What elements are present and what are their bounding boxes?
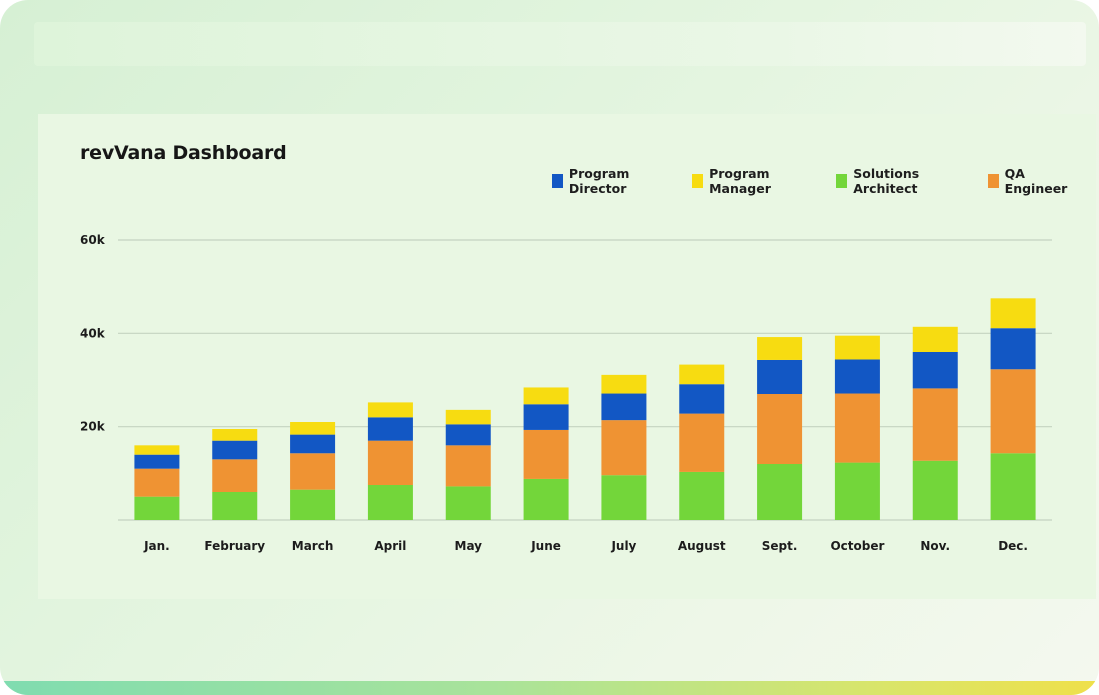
legend-item-solutions-architect[interactable]: Solutions Architect [836,166,975,196]
bar-segment-program-manager [290,422,336,435]
x-tick-label: August [678,539,726,553]
bar-segment-solutions-architect [367,485,413,520]
bar-segment-program-director [601,393,647,421]
bar-segment-program-director [523,404,569,430]
bar-segment-program-director [134,454,180,469]
bar-segment-qa-engineer [367,440,413,485]
bottom-accent-bar [0,681,1099,695]
bar-segment-program-director [367,417,413,441]
bar-segment-program-director [445,424,491,446]
legend-label-solutions-architect: Solutions Architect [853,166,920,196]
bar-segment-solutions-architect [290,489,336,520]
y-tick-label: 20k [80,420,106,434]
legend-label-qa-engineer: QA Engineer [1004,166,1068,196]
legend-swatch-program-director [552,174,563,188]
x-tick-label: April [374,539,406,553]
legend-label-program-director: Program Director [568,166,630,196]
bar-segment-program-director [912,352,958,389]
y-tick-label: 60k [80,233,106,247]
bar-segment-program-manager [990,298,1036,329]
bar-segment-qa-engineer [990,369,1036,454]
legend-item-program-director[interactable]: Program Director [552,166,680,196]
bar-segment-solutions-architect [834,462,880,520]
x-tick-label: Nov. [920,539,950,553]
bar-segment-qa-engineer [134,468,180,497]
bar-segment-program-manager [367,402,413,418]
chart-title: revVana Dashboard [80,142,287,164]
x-tick-label: February [204,539,265,553]
header-strip [34,22,1086,66]
bar-segment-program-director [679,384,725,414]
bar-segment-program-manager [757,337,803,360]
bar-segment-program-manager [912,326,958,352]
bar-segment-program-director [212,440,258,460]
bar-segment-qa-engineer [212,459,258,492]
bar-segment-solutions-architect [990,453,1036,520]
x-tick-label: Jan. [143,539,170,553]
bar-segment-solutions-architect [679,471,725,520]
x-tick-label: July [610,539,636,553]
bar-segment-program-manager [445,409,491,425]
bar-segment-program-director [990,328,1036,370]
legend-swatch-solutions-architect [836,174,848,188]
bar-segment-qa-engineer [757,394,803,464]
bar-segment-program-director [757,359,803,394]
bar-segment-solutions-architect [212,492,258,520]
bar-segment-program-manager [523,387,569,405]
bar-segment-solutions-architect [757,464,803,520]
bar-segment-program-manager [834,335,880,360]
legend-swatch-qa-engineer [987,174,999,188]
legend-item-qa-engineer[interactable]: QA Engineer [987,166,1084,196]
x-tick-label: May [455,539,483,553]
legend-item-program-manager[interactable]: Program Manager [692,166,824,196]
bar-segment-program-director [290,434,336,454]
bar-segment-qa-engineer [834,393,880,463]
bar-segment-program-manager [134,445,180,455]
bar-segment-solutions-architect [912,460,958,520]
bar-segment-solutions-architect [134,496,180,520]
bar-segment-qa-engineer [290,453,336,490]
bar-segment-qa-engineer [601,420,647,476]
bar-segment-qa-engineer [912,388,958,461]
bar-segment-program-manager [212,429,258,441]
x-tick-label: March [292,539,334,553]
bar-segment-solutions-architect [445,486,491,520]
chart-legend: Program Director Program Manager Solutio… [552,166,1096,196]
stacked-bar-chart: 20k 40k 60k Jan. February March April May June Ju… [80,233,1052,553]
legend-label-program-manager: Program Manager [709,166,771,196]
y-tick-label: 40k [80,326,106,340]
bar-segment-program-director [834,359,880,394]
x-tick-label: June [530,539,561,553]
bar-segment-solutions-architect [523,478,569,520]
bar-segment-program-manager [601,374,647,394]
bar-segment-solutions-architect [601,475,647,520]
bar-segment-qa-engineer [523,429,569,479]
x-tick-label: Dec. [998,539,1028,553]
x-tick-label: October [830,539,884,553]
bar-segment-qa-engineer [679,413,725,472]
x-tick-label: Sept. [762,539,798,553]
chart-card: revVana Dashboard Program Director Progr… [38,114,1096,599]
bar-segment-program-manager [679,364,725,385]
bar-segment-qa-engineer [445,445,491,487]
legend-swatch-program-manager [692,174,704,188]
